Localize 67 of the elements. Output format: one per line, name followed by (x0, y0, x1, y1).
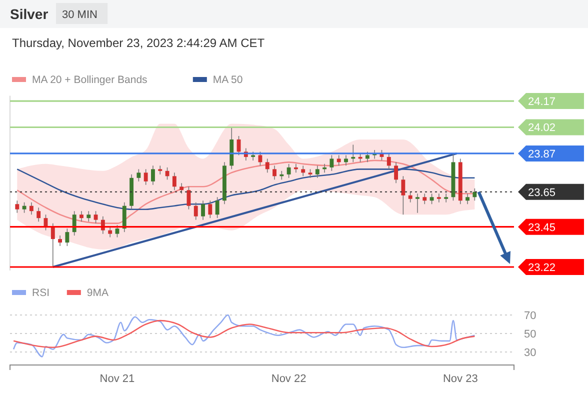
ref-line-label: 23.87 (528, 148, 556, 160)
candlestick (365, 151, 370, 163)
candlestick (215, 196, 220, 218)
y-tick-label: 30 (524, 347, 536, 360)
candlestick (122, 202, 126, 232)
candlestick (386, 153, 391, 170)
candlestick (80, 210, 84, 222)
candlestick (272, 165, 276, 180)
candlestick (65, 228, 70, 246)
candlestick (444, 193, 448, 203)
candlestick (286, 164, 291, 178)
candlestick (472, 188, 477, 202)
candlestick (172, 172, 176, 191)
candlestick (315, 165, 320, 178)
x-tick-label: Nov 22 (271, 373, 306, 385)
ref-line-label: 23.45 (528, 222, 556, 234)
candlestick (265, 158, 270, 174)
ref-line-label: 24.17 (528, 96, 556, 108)
candlestick (22, 202, 26, 214)
candlestick (72, 210, 76, 236)
candlestick (136, 168, 141, 182)
x-tick-label: Nov 23 (442, 373, 478, 385)
y-tick-label: 50 (524, 328, 536, 341)
y-tick-label: 70 (524, 310, 536, 322)
candlestick (201, 200, 205, 220)
candlestick (108, 226, 112, 238)
candlestick (86, 210, 91, 222)
candlestick (50, 222, 55, 268)
candlestick (158, 165, 162, 175)
candlestick (436, 193, 441, 203)
candlestick (29, 202, 34, 215)
candlestick (58, 235, 62, 246)
candlestick (401, 176, 406, 215)
candlestick (151, 165, 155, 186)
line-series (12, 320, 476, 348)
ref-line-label: 24.02 (528, 122, 556, 134)
candlestick (394, 162, 398, 184)
candlestick (186, 186, 191, 210)
candlestick (422, 193, 427, 205)
legend-label: 9MA (86, 287, 108, 299)
line-series (12, 314, 476, 358)
candlestick (94, 210, 98, 224)
candlestick (330, 154, 334, 172)
candlestick (408, 191, 412, 203)
legend-label: MA 50 (212, 74, 243, 86)
chart-title: Silver (10, 6, 49, 22)
candlestick (208, 200, 212, 218)
x-tick-label: Nov 21 (100, 373, 135, 385)
candlestick (115, 224, 120, 238)
text: 30 MIN (62, 9, 98, 21)
legend-label: MA 20 + Bollinger Bands (32, 74, 148, 86)
candlestick (258, 151, 262, 166)
candlestick (336, 154, 341, 166)
candlestick (344, 154, 348, 166)
chart-subtitle: Thursday, November 23, 2023 2:44:29 AM CET (12, 36, 266, 50)
candlestick (194, 202, 198, 220)
candlestick (180, 182, 184, 194)
ref-line-label: 23.22 (528, 262, 556, 274)
candlestick (301, 165, 306, 177)
candlestick (416, 193, 420, 214)
candlestick (15, 200, 20, 214)
candlestick (430, 193, 434, 205)
legend-label: RSI (32, 287, 50, 299)
candlestick (36, 207, 41, 222)
candlestick (466, 193, 470, 205)
ref-line-label: 23.65 (528, 186, 556, 199)
candlestick (144, 168, 148, 186)
